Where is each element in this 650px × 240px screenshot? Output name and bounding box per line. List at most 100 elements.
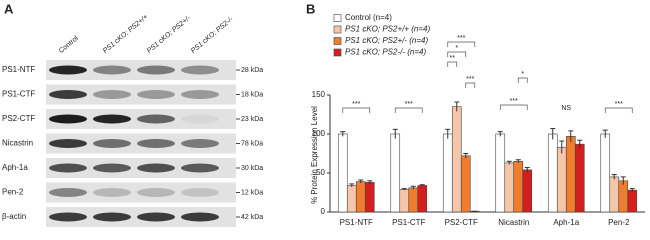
significance: *** [510,98,518,105]
x-tick-label: Nicastrin [498,218,529,227]
bar [337,133,348,213]
legend-label: PS1 cKO; PS2+/- (n=4) [345,36,428,45]
legend-label: PS1 cKO; PS2-/- (n=4) [345,48,426,57]
band [137,212,175,222]
bar [364,182,375,213]
bar [618,180,629,213]
row-label: PS1-CTF [2,90,35,99]
bracket [517,77,528,83]
bar [547,133,558,213]
bar [408,187,419,213]
bar [565,136,576,213]
bar [460,155,471,213]
significance: *** [405,101,413,108]
size-label: 18 kDa [241,91,263,98]
size-label: 30 kDa [241,165,263,172]
bracket [447,41,476,47]
legend-swatch [333,48,342,57]
x-tick-label: PS2-CTF [445,218,478,227]
bar [600,133,611,213]
band [181,114,219,124]
legend-label: PS1 cKO; PS2+/+ (n=4) [345,25,430,34]
bar [556,146,567,213]
bar [574,143,585,213]
bar [417,185,428,213]
significance: *** [352,101,360,108]
bar [390,133,401,213]
blot-strip [46,84,236,105]
lane-label: Control [58,35,80,55]
legend-label: Control (n=4) [345,13,392,22]
y-tick-label: 150 [312,90,326,99]
bracket [394,107,423,113]
size-label: 23 kDa [241,116,263,123]
row-label: Aph-1a [2,163,28,172]
size-label: 12 kDa [241,189,263,196]
bar [442,133,453,213]
band [49,139,87,148]
x-tick-label: PS1-NTF [340,218,373,227]
significance: *** [466,76,474,83]
band [49,90,87,99]
bar [355,181,366,213]
legend-swatch [333,25,342,34]
bracket [447,51,467,57]
row-label: Pen-2 [2,188,24,197]
band [137,65,175,75]
panel-label: A [4,1,14,16]
legend-swatch [333,14,342,22]
size-label: 42 kDa [241,214,263,221]
size-label: 78 kDa [241,140,263,147]
bracket [465,82,476,88]
significance: *** [457,35,465,42]
significance: *** [615,101,623,108]
lane-label: PS1 cKO; PS2+/- [146,14,193,55]
band [181,90,219,99]
bar [504,162,515,213]
row-label: Nicastrin [2,139,33,148]
band [93,212,131,222]
band [49,114,87,124]
significance: NS [561,105,571,112]
row-label: PS1-NTF [2,65,35,74]
band [49,65,87,75]
bar [451,106,462,213]
band [93,114,131,124]
band [137,188,175,197]
band [181,139,219,148]
bracket [447,61,458,67]
band [137,90,175,99]
significance: * [455,45,458,52]
x-tick-label: Pen-2 [608,218,630,227]
significance: ** [450,55,456,62]
size-label: 28 kDa [241,67,263,74]
band [93,139,131,148]
bar [522,169,533,213]
bar [513,161,524,213]
band [49,163,87,173]
bar [627,189,638,213]
blot-strip [46,182,236,203]
x-tick-label: PS1-CTF [392,218,425,227]
significance: * [521,71,524,78]
bracket [604,107,633,113]
row-label: β-actin [2,212,26,221]
band [181,188,219,197]
band [93,90,131,99]
band [93,163,131,173]
lane-label: PS1 cKO; PS2+/+ [102,14,149,55]
band [93,65,131,75]
y-tick-label: 50 [316,168,325,177]
band [181,163,219,173]
bar [609,176,620,213]
panel-label: B [306,1,315,16]
band [49,212,87,222]
band [181,65,219,75]
bar [495,133,506,213]
row-label: PS2-CTF [2,114,35,123]
y-tick-label: 100 [312,129,326,138]
lane-label: PS1 cKO; PS2-/- [190,15,235,55]
figure: A B % Protein Expression Level Control PS… [2,1,645,227]
band [137,163,175,173]
x-tick-label: Aph-1a [553,218,579,227]
